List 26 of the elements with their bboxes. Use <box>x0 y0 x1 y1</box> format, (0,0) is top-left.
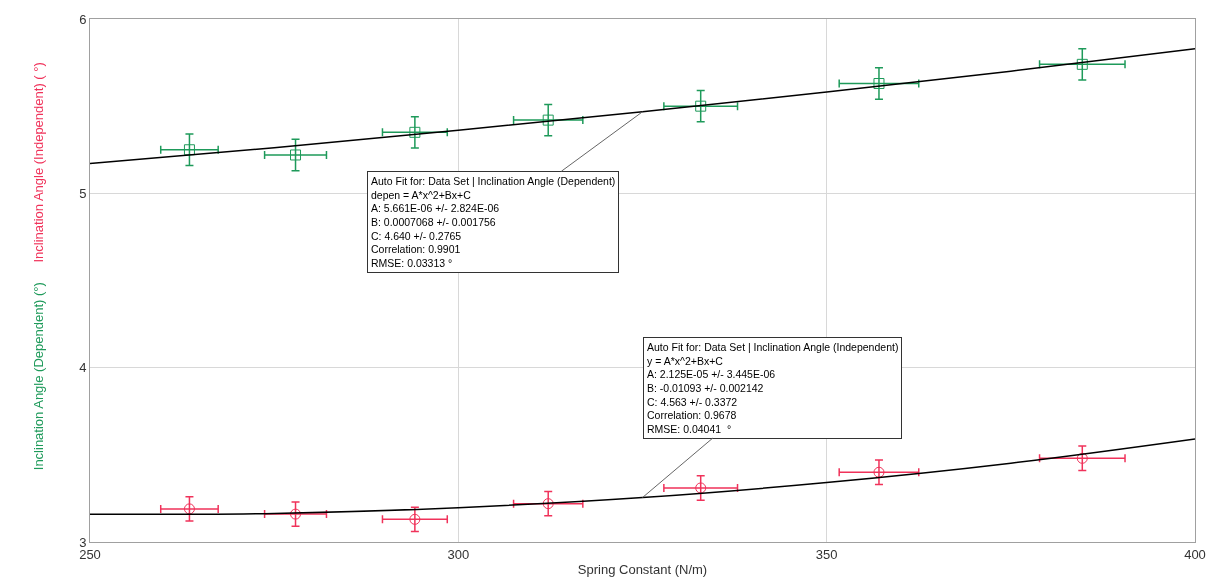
line-series <box>90 48 1195 165</box>
point <box>409 126 421 138</box>
text: Inclination Angle (Independent) ( °) <box>30 62 46 263</box>
x-tick-label: 350 <box>815 546 838 562</box>
y-tick-label: 6 <box>79 11 87 27</box>
point <box>290 149 302 161</box>
point <box>409 513 421 525</box>
y-tick-label: 4 <box>79 360 87 376</box>
point <box>183 503 195 515</box>
point <box>873 78 885 89</box>
point <box>1076 58 1088 70</box>
x-tick-label: 400 <box>1184 546 1206 562</box>
annotation: Auto Fit for: Data Set | Inclination Angle (Dependent) depen = A*x^2+Bx+C A: 5.661E-06 +/- 2.824E-06 B: 0.0007068 +/- 0.001756 C: 4.640 +/- 0.2765 Correlation: 0.9901 RMSE: 0.03313 ° <box>371 175 616 269</box>
annotation: Auto Fit for: Data Set | Inclination Angle (Independent) y = A*x^2+Bx+C A: 2.125E-05 +/- 3.445E-06 B: -0.01093 +/- 0.002142 C: 4.563 +/- 0.3372 Correlation: 0.9678 RMSE: 0.04041 ° <box>647 341 899 435</box>
y-tick-label: 5 <box>79 185 87 201</box>
point <box>290 508 302 520</box>
point <box>542 498 554 510</box>
point <box>873 466 885 478</box>
text: Inclination Angle (Dependent) (°) <box>31 282 47 471</box>
point <box>542 114 554 126</box>
point <box>695 100 707 112</box>
x-axis-title: Spring Constant (N/m) <box>577 562 708 578</box>
x-tick-label: 300 <box>447 546 470 562</box>
point <box>1076 452 1088 464</box>
point <box>695 482 707 494</box>
line-series <box>90 438 1195 516</box>
